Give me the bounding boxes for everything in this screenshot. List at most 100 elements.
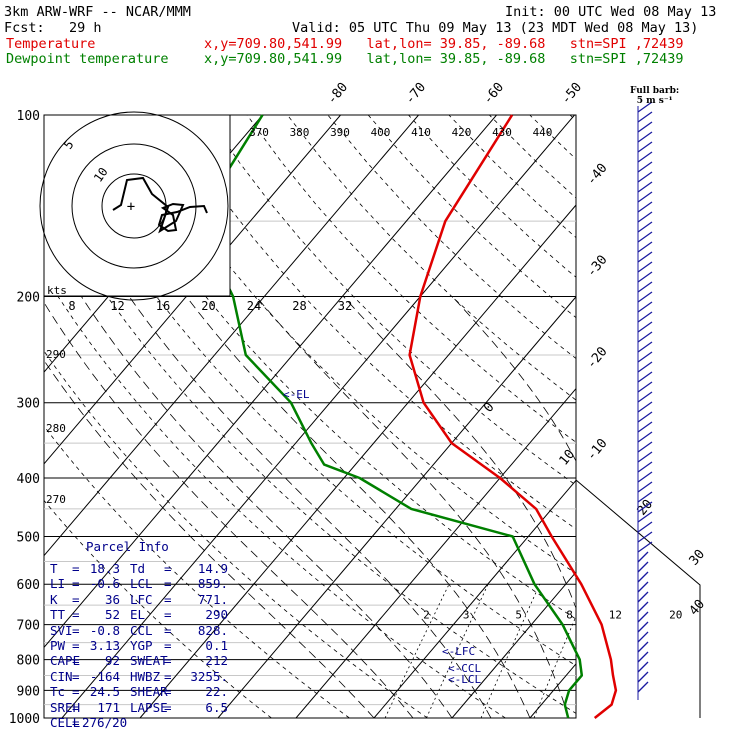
pressure-tick-label: 300 [17,397,40,412]
dry-adiabat-line [44,350,428,718]
parcel-param-name: CCL [130,622,153,638]
isotherm-label: -70 [403,80,430,108]
hodograph-units: kts [47,284,67,297]
isotherm-line [139,204,576,718]
wind-barb [637,561,649,573]
parcel-info-row: CIN -164 HWBZ 3255. = = [50,669,230,685]
theta-label: 380 [290,126,310,139]
moist-adiabat-line [128,296,492,718]
parcel-param-value: -0.8 [89,622,120,638]
theta-label: 370 [249,126,269,139]
wind-barb [637,581,649,593]
wind-barb [637,351,653,363]
mixing-ratio-line [426,584,489,718]
parcel-info-row: CELL 276/20 = [50,715,230,731]
hodograph-origin: + [127,199,135,215]
parcel-param-value: 0.1 [205,638,228,653]
isotherm-label: -80 [325,80,352,108]
parcel-param-value: 3255. [190,668,228,684]
parcel-param-name: K [50,591,58,607]
equals-sign: = [164,561,172,576]
parcel-param-name: CIN [50,668,73,684]
moist-adiabat-line [690,297,725,719]
isotherm-label: -10 [584,436,611,464]
parcel-param-value: 212 [205,653,228,669]
isotherm-label: 10 [557,447,579,469]
parcel-info-row: PW 3.13 YGP 0.1 = = [50,638,230,654]
model-title: 3km ARW-WRF -- NCAR/MMM [4,4,191,20]
isotherm-label: 40 [687,597,709,619]
isotherm-line [373,479,576,718]
dry-adiabat-line [651,115,740,718]
wind-barb [637,361,653,373]
dewpoint-legend: Dewpoint temperature [6,51,169,67]
moist-adiabat-line [44,359,375,718]
wind-barb [637,241,653,253]
parcel-param-value: 52 [104,607,120,623]
parcel-param-name: CAPE [50,653,81,669]
parcel-param-value: 171 [97,699,120,715]
parcel-param-name: LI [50,576,66,592]
hodograph-ring-label: 10 [91,165,111,185]
parcel-info-row: Tc 24.5 SHEAR 22. = = [50,684,230,700]
dry-adiabat-line [44,194,576,714]
wind-barb [637,611,649,623]
parcel-param-value: -164 [89,668,120,684]
parcel-info-row: T 18.3 Td 14.9 = = [50,561,230,577]
wind-barb [637,521,653,533]
wind-barb [637,551,649,563]
dry-adiabat-line [44,115,576,667]
equals-sign: = [72,715,80,730]
parcel-info-row: K 36 LFC 771. = = [50,592,230,608]
lcl-marker: <-LCL [448,673,481,686]
theta-left-label: 280 [46,422,66,435]
parcel-param-name: YGP [130,638,153,653]
isotherm-line [44,115,497,649]
pressure-tick-label: 600 [17,578,40,593]
isotherm-line [44,115,419,557]
wind-barb [637,431,653,443]
pressure-tick-label: 200 [17,291,40,306]
mixing-ratio-label: 8 [566,609,573,622]
mixing-ratio-line [480,584,541,718]
wind-barb [637,291,653,303]
dry-adiabat-line [246,115,576,443]
dry-adiabat-line [732,115,740,718]
mixing-ratio-label: 12 [609,609,622,622]
dry-adiabat-line [287,115,576,401]
equals-sign: = [72,668,80,684]
lfc-marker: <-LFC [442,645,475,658]
wind-barb [637,371,653,383]
parcel-param-name: T [50,561,58,576]
wind-barb [637,121,653,133]
isotherm-line [529,663,576,718]
equals-sign: = [164,699,172,715]
wind-barb [637,401,653,413]
wind-barb [637,331,653,343]
pressure-tick-label: 1000 [9,712,40,727]
theta-left-label: 270 [46,493,66,506]
wind-barb [637,541,653,553]
theta-label: 410 [411,126,431,139]
wind-barb [637,501,653,513]
equals-sign: = [72,638,80,653]
wind-barb [637,651,649,663]
parcel-param-value: 771. [197,591,228,607]
isotherm-line [44,115,341,465]
parcel-param-value: 14.9 [197,561,228,576]
dry-adiabat-line [165,115,576,530]
wind-barb [637,481,653,493]
isotherm-label: -50 [559,80,586,108]
pressure-tick-label: 900 [17,684,40,699]
equals-sign: = [164,668,172,684]
parcel-info-row: CAPE 92 SWEAT 212 = = [50,653,230,669]
isotherm-line [217,296,576,718]
mixing-ratio-line [645,584,694,718]
wind-barb [637,201,653,213]
parcel-param-name: SREH [50,699,81,715]
wind-barb [637,231,653,243]
wind-barb [637,141,653,153]
wind-barb [637,261,653,273]
parcel-param-value: 36 [104,591,120,607]
